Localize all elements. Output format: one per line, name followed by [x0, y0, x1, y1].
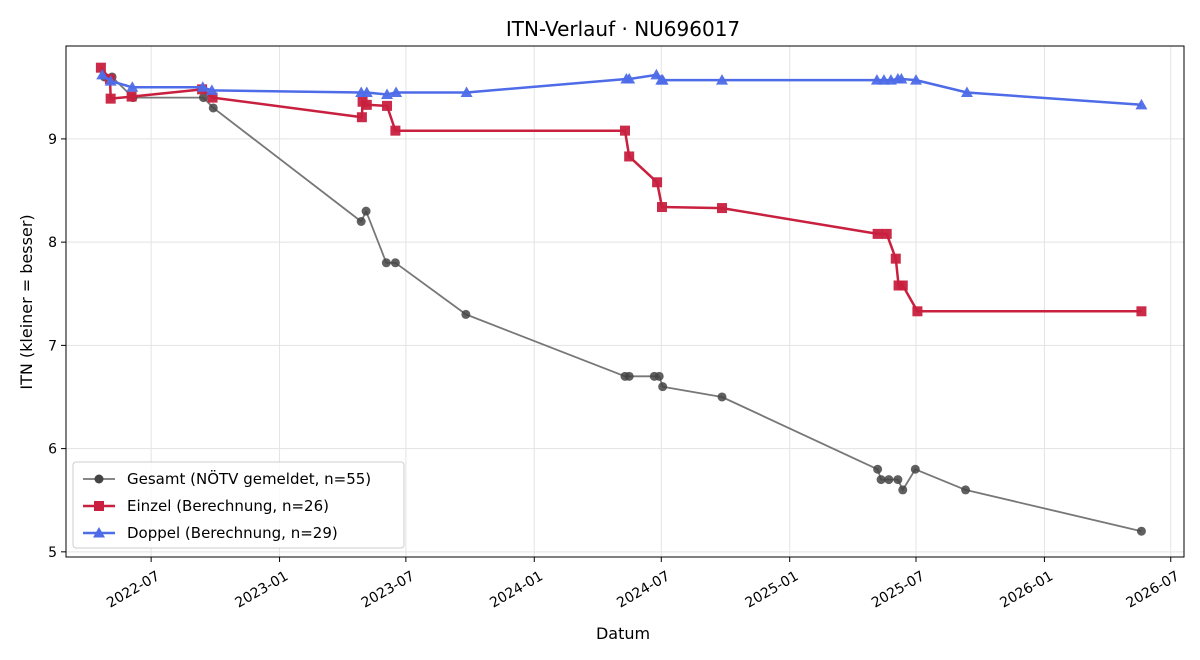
data-point — [876, 475, 886, 485]
legend-item: Gesamt (NÖTV gemeldet, n=55) — [83, 469, 371, 488]
data-point — [126, 91, 137, 102]
data-point — [356, 112, 367, 123]
legend-item: Doppel (Berechnung, n=29) — [83, 524, 338, 542]
data-point — [208, 103, 218, 113]
data-point — [961, 485, 971, 495]
data-point — [381, 88, 394, 100]
data-point — [382, 100, 393, 111]
data-point — [893, 475, 903, 485]
legend: Gesamt (NÖTV gemeldet, n=55) Einzel (Bere… — [72, 461, 405, 549]
data-point — [654, 371, 664, 381]
data-point — [652, 177, 663, 188]
y-tick-label: 5 — [48, 545, 57, 561]
data-point — [873, 464, 883, 474]
legend-label: Gesamt (NÖTV gemeldet, n=55) — [127, 469, 371, 488]
data-point — [910, 74, 923, 85]
data-point — [96, 68, 109, 80]
y-axis-title: ITN (kleiner = besser) — [17, 214, 36, 389]
data-point — [460, 86, 473, 97]
data-point — [897, 280, 908, 291]
data-point — [1136, 526, 1146, 536]
y-axis: 5 6 7 8 9 — [48, 132, 66, 561]
series-doppel — [96, 68, 1148, 110]
data-point — [126, 81, 139, 92]
data-point — [390, 125, 401, 136]
series-layer — [95, 62, 1148, 536]
data-point — [650, 68, 663, 80]
data-point — [884, 475, 894, 485]
data-point — [656, 202, 667, 213]
grid — [66, 46, 1184, 557]
data-point — [356, 216, 366, 226]
data-point — [656, 74, 669, 85]
data-point — [461, 309, 471, 319]
data-point — [105, 93, 116, 104]
data-point — [361, 99, 372, 110]
data-point — [104, 75, 117, 86]
data-point — [198, 93, 208, 103]
data-point — [881, 228, 892, 239]
data-point — [205, 84, 218, 95]
chart-title: ITN-Verlauf · NU696017 — [506, 17, 740, 41]
legend-marker — [94, 501, 104, 511]
data-point — [716, 74, 729, 85]
data-point — [717, 392, 727, 402]
data-point — [207, 92, 218, 103]
legend-box — [72, 461, 405, 549]
data-point — [872, 228, 883, 239]
data-point — [620, 125, 630, 136]
y-tick-label: 7 — [48, 338, 57, 354]
data-point — [623, 73, 636, 84]
data-point — [624, 371, 634, 381]
y-tick-label: 8 — [48, 235, 57, 251]
legend-marker — [93, 527, 105, 538]
data-point — [658, 382, 668, 392]
data-point — [361, 206, 371, 216]
data-point — [717, 203, 728, 214]
data-point — [390, 258, 400, 268]
legend-item: Einzel (Berechnung, n=26) — [83, 497, 329, 515]
data-point — [95, 62, 106, 73]
data-point — [196, 81, 209, 92]
legend-label: Doppel (Berechnung, n=29) — [127, 524, 338, 542]
data-point — [1136, 306, 1147, 317]
data-point — [390, 86, 403, 97]
legend-marker — [94, 474, 104, 484]
data-point — [912, 306, 923, 317]
legend-label: Einzel (Berechnung, n=26) — [127, 497, 329, 515]
data-point — [381, 258, 391, 268]
y-tick-label: 9 — [48, 132, 57, 148]
series-gesamt — [99, 72, 1146, 536]
x-axis-title: Datum — [596, 624, 650, 643]
data-point — [910, 464, 920, 474]
data-point — [895, 73, 908, 84]
data-point — [360, 86, 373, 97]
y-tick-label: 6 — [48, 442, 57, 458]
data-point — [898, 485, 908, 495]
data-point — [624, 151, 635, 162]
data-point — [960, 86, 973, 97]
plot-frame — [65, 45, 1185, 558]
data-point — [1135, 98, 1148, 110]
data-point — [890, 253, 901, 264]
series-einzel — [95, 62, 1147, 317]
